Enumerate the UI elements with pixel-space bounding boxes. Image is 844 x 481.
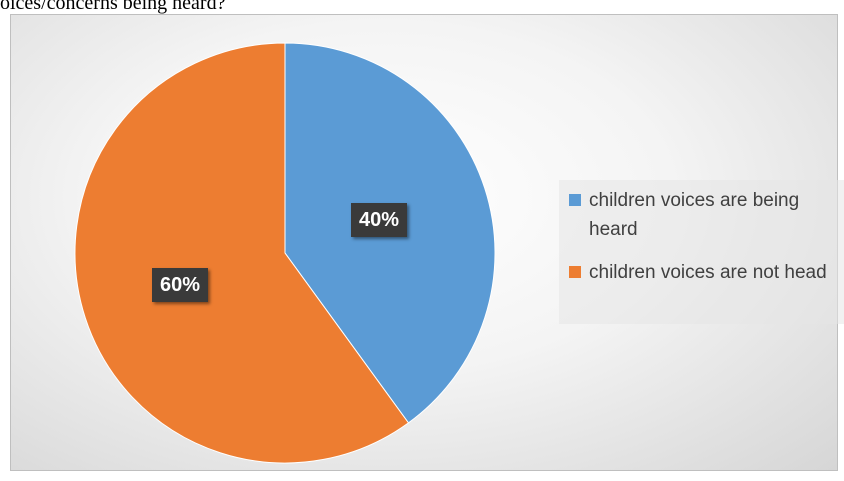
data-label-being-heard: 40% <box>351 203 408 237</box>
pie-slice-not-head <box>74 42 410 464</box>
legend-label-being-heard: children voices are being heard <box>589 190 800 240</box>
legend-swatch-being-heard <box>569 194 581 206</box>
page-caption: oices/concerns being heard? <box>0 0 226 14</box>
legend-label-not-head: children voices are not head <box>589 262 827 283</box>
legend: children voices are being heard children… <box>559 180 844 324</box>
chart-area: 40% 60% children voices are being heard … <box>10 14 844 471</box>
data-label-not-head: 60% <box>152 268 209 302</box>
legend-swatch-not-head <box>569 266 581 278</box>
